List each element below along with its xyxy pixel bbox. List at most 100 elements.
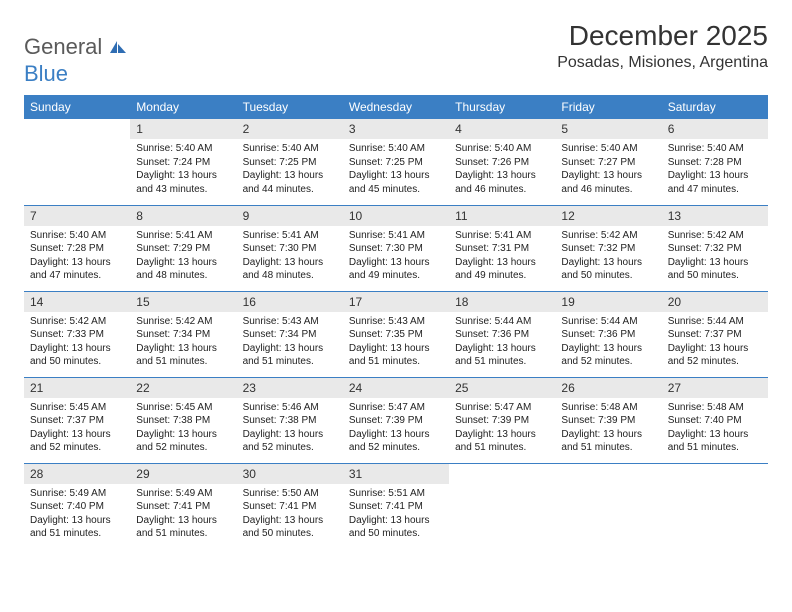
daylight-text-2: and 52 minutes. (561, 355, 655, 369)
sunset-text: Sunset: 7:31 PM (455, 242, 549, 256)
calendar-week: 1Sunrise: 5:40 AMSunset: 7:24 PMDaylight… (24, 119, 768, 205)
daylight-text-1: Daylight: 13 hours (30, 256, 124, 270)
calendar-cell: 30Sunrise: 5:50 AMSunset: 7:41 PMDayligh… (237, 463, 343, 549)
daylight-text-1: Daylight: 13 hours (136, 342, 230, 356)
daylight-text-2: and 51 minutes. (561, 441, 655, 455)
day-details: Sunrise: 5:46 AMSunset: 7:38 PMDaylight:… (237, 398, 343, 461)
daylight-text-1: Daylight: 13 hours (30, 514, 124, 528)
day-number: 11 (449, 206, 555, 226)
daylight-text-1: Daylight: 13 hours (243, 514, 337, 528)
day-number: 17 (343, 292, 449, 312)
daylight-text-2: and 51 minutes. (136, 355, 230, 369)
daylight-text-1: Daylight: 13 hours (30, 428, 124, 442)
calendar-cell: 27Sunrise: 5:48 AMSunset: 7:40 PMDayligh… (662, 377, 768, 463)
day-number: 7 (24, 206, 130, 226)
daylight-text-2: and 49 minutes. (455, 269, 549, 283)
day-number: 18 (449, 292, 555, 312)
daylight-text-1: Daylight: 13 hours (668, 428, 762, 442)
day-details: Sunrise: 5:40 AMSunset: 7:26 PMDaylight:… (449, 139, 555, 202)
day-details: Sunrise: 5:40 AMSunset: 7:28 PMDaylight:… (24, 226, 130, 289)
day-number: 25 (449, 378, 555, 398)
day-details: Sunrise: 5:48 AMSunset: 7:40 PMDaylight:… (662, 398, 768, 461)
daylight-text-1: Daylight: 13 hours (561, 428, 655, 442)
daylight-text-2: and 50 minutes. (561, 269, 655, 283)
day-number: 9 (237, 206, 343, 226)
daylight-text-1: Daylight: 13 hours (561, 342, 655, 356)
calendar-cell: 24Sunrise: 5:47 AMSunset: 7:39 PMDayligh… (343, 377, 449, 463)
day-details: Sunrise: 5:47 AMSunset: 7:39 PMDaylight:… (449, 398, 555, 461)
daylight-text-1: Daylight: 13 hours (455, 428, 549, 442)
day-number: 6 (662, 119, 768, 139)
calendar-cell: 16Sunrise: 5:43 AMSunset: 7:34 PMDayligh… (237, 291, 343, 377)
daylight-text-2: and 46 minutes. (561, 183, 655, 197)
daylight-text-1: Daylight: 13 hours (349, 428, 443, 442)
sunrise-text: Sunrise: 5:51 AM (349, 487, 443, 501)
sunrise-text: Sunrise: 5:40 AM (136, 142, 230, 156)
sunrise-text: Sunrise: 5:47 AM (349, 401, 443, 415)
sunrise-text: Sunrise: 5:40 AM (455, 142, 549, 156)
calendar-week: 7Sunrise: 5:40 AMSunset: 7:28 PMDaylight… (24, 205, 768, 291)
sunrise-text: Sunrise: 5:43 AM (349, 315, 443, 329)
calendar-cell (555, 463, 661, 549)
daylight-text-2: and 51 minutes. (243, 355, 337, 369)
calendar-cell: 31Sunrise: 5:51 AMSunset: 7:41 PMDayligh… (343, 463, 449, 549)
sunset-text: Sunset: 7:39 PM (455, 414, 549, 428)
calendar-cell: 9Sunrise: 5:41 AMSunset: 7:30 PMDaylight… (237, 205, 343, 291)
calendar-cell: 10Sunrise: 5:41 AMSunset: 7:30 PMDayligh… (343, 205, 449, 291)
sunrise-text: Sunrise: 5:40 AM (243, 142, 337, 156)
daylight-text-1: Daylight: 13 hours (243, 428, 337, 442)
sunset-text: Sunset: 7:41 PM (243, 500, 337, 514)
weekday-header: Monday (130, 95, 236, 119)
weekday-header: Thursday (449, 95, 555, 119)
sunset-text: Sunset: 7:34 PM (243, 328, 337, 342)
calendar-cell: 6Sunrise: 5:40 AMSunset: 7:28 PMDaylight… (662, 119, 768, 205)
sunset-text: Sunset: 7:40 PM (30, 500, 124, 514)
calendar-body: 1Sunrise: 5:40 AMSunset: 7:24 PMDaylight… (24, 119, 768, 549)
calendar-head: SundayMondayTuesdayWednesdayThursdayFrid… (24, 95, 768, 119)
daylight-text-1: Daylight: 13 hours (243, 256, 337, 270)
daylight-text-1: Daylight: 13 hours (349, 169, 443, 183)
calendar-cell: 20Sunrise: 5:44 AMSunset: 7:37 PMDayligh… (662, 291, 768, 377)
day-details: Sunrise: 5:43 AMSunset: 7:34 PMDaylight:… (237, 312, 343, 375)
day-number: 12 (555, 206, 661, 226)
day-number: 23 (237, 378, 343, 398)
day-details: Sunrise: 5:44 AMSunset: 7:36 PMDaylight:… (555, 312, 661, 375)
calendar-cell: 19Sunrise: 5:44 AMSunset: 7:36 PMDayligh… (555, 291, 661, 377)
weekday-header: Saturday (662, 95, 768, 119)
daylight-text-2: and 51 minutes. (136, 527, 230, 541)
day-details: Sunrise: 5:40 AMSunset: 7:27 PMDaylight:… (555, 139, 661, 202)
sunset-text: Sunset: 7:39 PM (349, 414, 443, 428)
daylight-text-2: and 51 minutes. (349, 355, 443, 369)
daylight-text-2: and 47 minutes. (30, 269, 124, 283)
calendar-cell: 29Sunrise: 5:49 AMSunset: 7:41 PMDayligh… (130, 463, 236, 549)
daylight-text-1: Daylight: 13 hours (243, 342, 337, 356)
sunset-text: Sunset: 7:37 PM (30, 414, 124, 428)
day-details: Sunrise: 5:47 AMSunset: 7:39 PMDaylight:… (343, 398, 449, 461)
sunset-text: Sunset: 7:25 PM (243, 156, 337, 170)
sunrise-text: Sunrise: 5:40 AM (349, 142, 443, 156)
daylight-text-1: Daylight: 13 hours (668, 169, 762, 183)
calendar-week: 28Sunrise: 5:49 AMSunset: 7:40 PMDayligh… (24, 463, 768, 549)
calendar-cell: 28Sunrise: 5:49 AMSunset: 7:40 PMDayligh… (24, 463, 130, 549)
sunrise-text: Sunrise: 5:42 AM (136, 315, 230, 329)
day-details: Sunrise: 5:44 AMSunset: 7:37 PMDaylight:… (662, 312, 768, 375)
day-number: 5 (555, 119, 661, 139)
sunrise-text: Sunrise: 5:49 AM (136, 487, 230, 501)
day-number: 16 (237, 292, 343, 312)
day-number: 22 (130, 378, 236, 398)
daylight-text-1: Daylight: 13 hours (136, 256, 230, 270)
daylight-text-2: and 50 minutes. (243, 527, 337, 541)
sunset-text: Sunset: 7:41 PM (349, 500, 443, 514)
calendar-cell: 25Sunrise: 5:47 AMSunset: 7:39 PMDayligh… (449, 377, 555, 463)
calendar-page: General Blue December 2025 Posadas, Misi… (0, 0, 792, 569)
daylight-text-2: and 50 minutes. (349, 527, 443, 541)
day-details: Sunrise: 5:49 AMSunset: 7:40 PMDaylight:… (24, 484, 130, 547)
day-number: 20 (662, 292, 768, 312)
daylight-text-2: and 51 minutes. (455, 355, 549, 369)
sunrise-text: Sunrise: 5:44 AM (561, 315, 655, 329)
daylight-text-1: Daylight: 13 hours (30, 342, 124, 356)
logo: General Blue (24, 20, 128, 87)
day-details: Sunrise: 5:42 AMSunset: 7:34 PMDaylight:… (130, 312, 236, 375)
daylight-text-1: Daylight: 13 hours (136, 428, 230, 442)
day-details: Sunrise: 5:44 AMSunset: 7:36 PMDaylight:… (449, 312, 555, 375)
